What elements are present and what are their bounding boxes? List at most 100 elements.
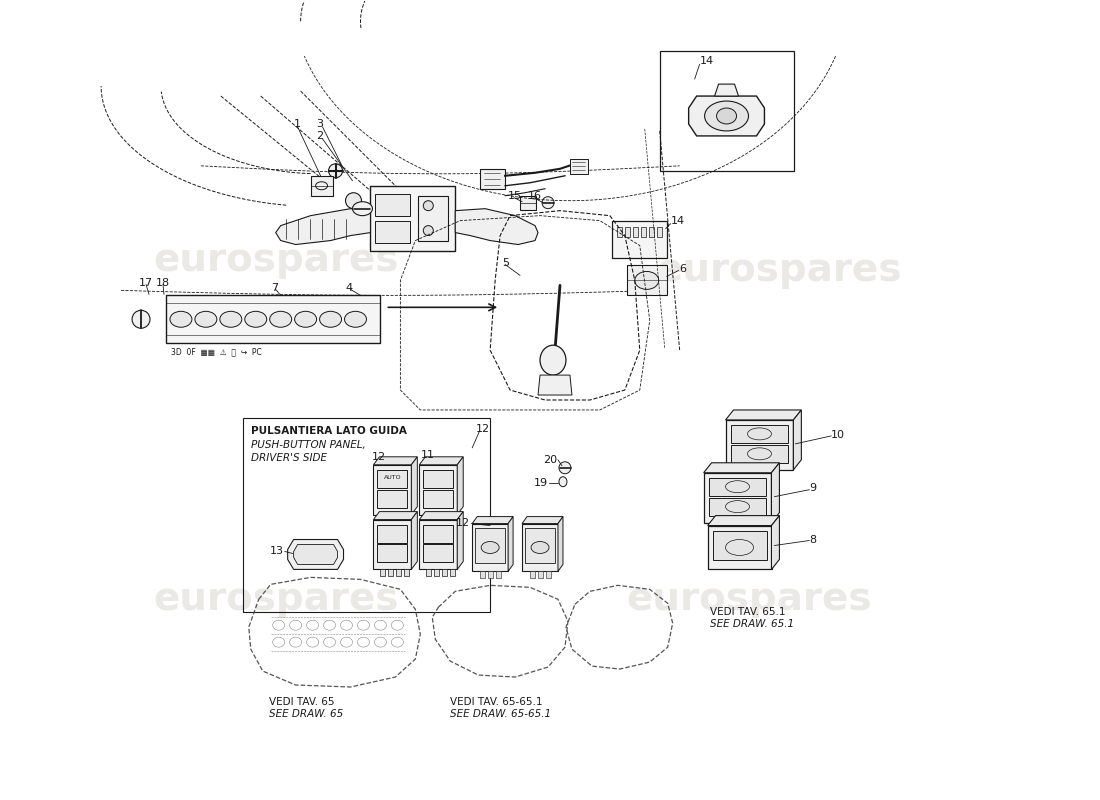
- Ellipse shape: [481, 542, 499, 554]
- Bar: [424, 525, 453, 542]
- Bar: [475, 527, 505, 563]
- Ellipse shape: [424, 201, 433, 210]
- Bar: [396, 514, 402, 522]
- Polygon shape: [707, 515, 780, 526]
- Bar: [641, 226, 646, 237]
- Bar: [496, 571, 502, 578]
- Text: 9: 9: [810, 482, 816, 493]
- Bar: [373, 519, 411, 570]
- Ellipse shape: [559, 462, 571, 474]
- Bar: [405, 570, 409, 576]
- Polygon shape: [522, 517, 563, 523]
- Text: 20: 20: [543, 455, 557, 465]
- Bar: [427, 514, 431, 522]
- Bar: [472, 523, 508, 571]
- Text: 14: 14: [700, 56, 714, 66]
- Text: SEE DRAW. 65-65.1: SEE DRAW. 65-65.1: [450, 709, 551, 719]
- Text: eurospares: eurospares: [153, 242, 398, 279]
- Polygon shape: [294, 545, 338, 565]
- Text: 1: 1: [294, 119, 301, 129]
- Text: 17: 17: [139, 278, 153, 289]
- Text: PULSANTIERA LATO GUIDA: PULSANTIERA LATO GUIDA: [251, 426, 407, 436]
- Bar: [396, 570, 402, 576]
- Polygon shape: [411, 512, 417, 570]
- Text: AUTO: AUTO: [384, 474, 402, 480]
- Bar: [625, 226, 630, 237]
- Text: 12: 12: [456, 518, 470, 527]
- Bar: [419, 465, 458, 514]
- Bar: [243, 418, 491, 612]
- Bar: [377, 545, 407, 562]
- Text: eurospares: eurospares: [153, 580, 398, 618]
- Bar: [377, 490, 407, 508]
- Ellipse shape: [352, 202, 373, 216]
- Text: 15: 15: [508, 190, 522, 201]
- Bar: [612, 221, 667, 258]
- Text: 3D  0F  ▦▦  ⚠  Ⓡ  ↪  PC: 3D 0F ▦▦ ⚠ Ⓡ ↪ PC: [170, 347, 262, 356]
- Polygon shape: [373, 457, 417, 465]
- Bar: [538, 571, 543, 578]
- Bar: [481, 169, 505, 189]
- Text: 14: 14: [671, 216, 685, 226]
- Ellipse shape: [195, 311, 217, 327]
- Polygon shape: [715, 84, 738, 96]
- Text: 7: 7: [271, 283, 278, 294]
- Polygon shape: [411, 457, 417, 514]
- Ellipse shape: [132, 310, 150, 328]
- Polygon shape: [508, 517, 513, 571]
- Polygon shape: [771, 515, 780, 570]
- Ellipse shape: [540, 345, 566, 375]
- Ellipse shape: [220, 311, 242, 327]
- Bar: [708, 498, 767, 515]
- Ellipse shape: [705, 101, 748, 131]
- Bar: [310, 176, 332, 196]
- Bar: [546, 571, 551, 578]
- Polygon shape: [276, 209, 371, 245]
- Bar: [627, 266, 667, 295]
- Bar: [707, 526, 772, 570]
- Text: 3: 3: [317, 119, 323, 129]
- Ellipse shape: [344, 311, 366, 327]
- Ellipse shape: [245, 311, 266, 327]
- Bar: [373, 465, 411, 514]
- Text: 12: 12: [372, 452, 386, 462]
- Polygon shape: [419, 457, 463, 465]
- Polygon shape: [458, 457, 463, 514]
- Bar: [617, 226, 621, 237]
- Bar: [450, 514, 455, 522]
- Bar: [388, 514, 394, 522]
- Text: 8: 8: [810, 534, 816, 545]
- Text: DRIVER'S SIDE: DRIVER'S SIDE: [251, 453, 327, 463]
- Text: SEE DRAW. 65: SEE DRAW. 65: [268, 709, 343, 719]
- Bar: [424, 470, 453, 488]
- Text: eurospares: eurospares: [657, 251, 902, 290]
- Bar: [375, 194, 410, 216]
- Text: PUSH-BUTTON PANEL,: PUSH-BUTTON PANEL,: [251, 440, 365, 450]
- Text: 2: 2: [317, 131, 323, 141]
- Bar: [488, 571, 493, 578]
- Ellipse shape: [270, 311, 292, 327]
- Text: 18: 18: [156, 278, 170, 289]
- Ellipse shape: [424, 226, 433, 235]
- Ellipse shape: [345, 193, 362, 209]
- Bar: [377, 470, 407, 488]
- Bar: [530, 571, 535, 578]
- Bar: [166, 295, 381, 343]
- Bar: [726, 420, 793, 470]
- Ellipse shape: [559, 477, 566, 486]
- Bar: [434, 570, 439, 576]
- Bar: [424, 545, 453, 562]
- Bar: [375, 221, 410, 242]
- Bar: [730, 425, 789, 443]
- Text: 10: 10: [832, 430, 845, 440]
- Ellipse shape: [170, 311, 191, 327]
- Text: SEE DRAW. 65.1: SEE DRAW. 65.1: [710, 619, 794, 630]
- Text: 13: 13: [270, 546, 284, 557]
- Ellipse shape: [531, 542, 549, 554]
- Text: 12: 12: [476, 424, 491, 434]
- Ellipse shape: [320, 311, 341, 327]
- Bar: [570, 159, 587, 174]
- Bar: [730, 445, 789, 462]
- Ellipse shape: [542, 197, 554, 209]
- Bar: [657, 226, 662, 237]
